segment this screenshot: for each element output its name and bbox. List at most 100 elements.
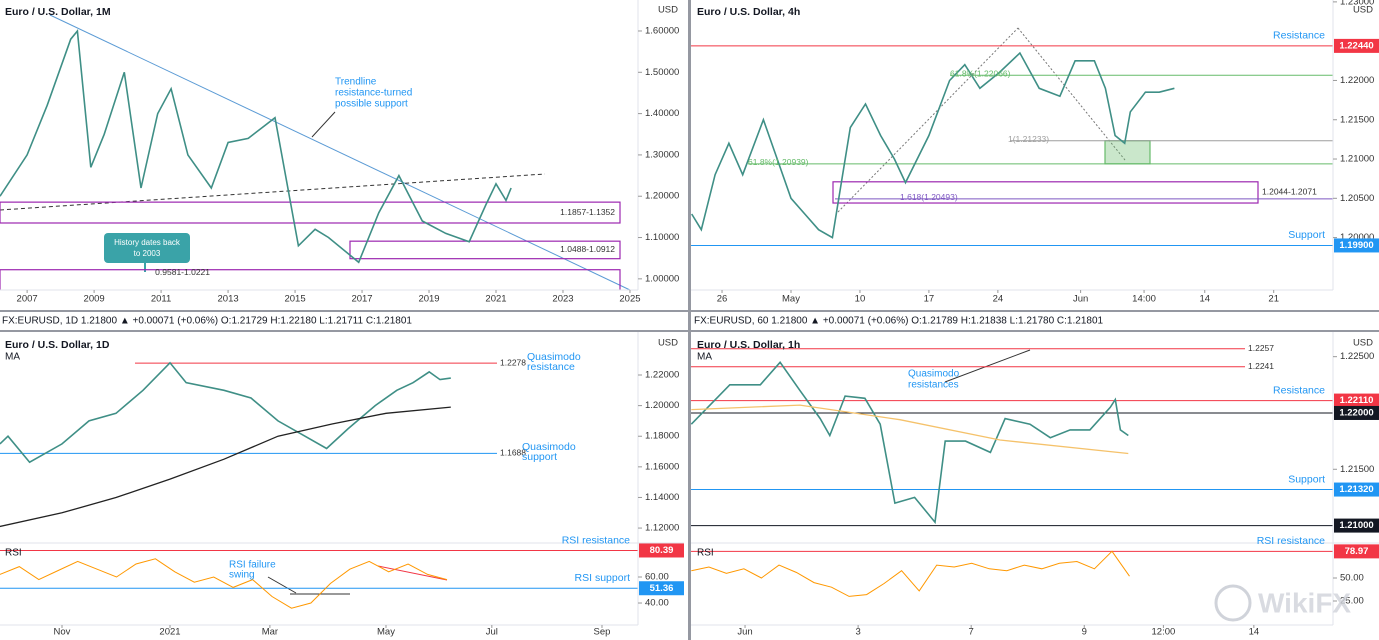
level-label: Resistance: [1273, 30, 1325, 42]
y-tick-label: 1.50000: [645, 67, 679, 78]
divergence-line: [377, 565, 448, 581]
y-tick-label: 1.20500: [1340, 193, 1374, 204]
axis-unit: USD: [1353, 338, 1373, 349]
panel-divider: [688, 0, 691, 640]
fib-leg: [1017, 27, 1126, 161]
level-label: RSI resistance: [1257, 535, 1325, 547]
y-tick-label: 1.60000: [645, 25, 679, 36]
annotation: RSI failure: [229, 560, 276, 571]
axis-unit: USD: [658, 5, 678, 16]
x-tick-label: 2011: [151, 294, 171, 305]
price-tag-label: 1.22000: [1339, 407, 1373, 418]
y-tick-label: 40.00: [645, 598, 669, 609]
rsi-label: RSI: [5, 548, 22, 559]
chart-title: Euro / U.S. Dollar, 1D: [5, 339, 110, 351]
x-tick-label: 2021: [159, 627, 180, 638]
price-line: [691, 51, 1175, 239]
x-tick-label: 14: [1249, 627, 1260, 638]
level-note: 1.618(1.20493): [900, 192, 958, 202]
level-label: resistance: [527, 361, 575, 373]
x-tick-label: 12:00: [1152, 627, 1176, 638]
level-note: 1.2278: [500, 357, 526, 367]
x-tick-label: 10: [855, 294, 866, 305]
price-tag: [1334, 238, 1379, 253]
level-label: Quasimodo: [522, 441, 576, 453]
price-tag: [1334, 393, 1379, 408]
zone: [832, 181, 1259, 204]
symbol-header: FX:EURUSD, 60 1.21800 ▲ +0.00071 (+0.06%…: [694, 316, 1104, 327]
symbol-header: FX:EURUSD, 1D 1.21800 ▲ +0.00071 (+0.06%…: [2, 316, 412, 327]
x-tick-label: May: [377, 627, 395, 638]
zone-label: 0.9581-1.0221: [155, 267, 210, 277]
axis-unit: USD: [658, 338, 678, 349]
price-tag: [1334, 482, 1379, 497]
price-tag: [639, 581, 684, 596]
y-tick-label: 1.40000: [645, 108, 679, 119]
y-tick-label: 1.23000: [1340, 0, 1374, 7]
level-note: 61.8%(1.22066): [950, 69, 1011, 79]
price-tag: [639, 543, 684, 558]
arrow: [267, 576, 297, 594]
x-tick-label: May: [782, 294, 800, 305]
fib-leg: [837, 27, 1019, 213]
y-tick-label: 1.00000: [645, 273, 679, 284]
price-tag-label: 51.36: [650, 583, 674, 594]
y-tick-label: 1.20000: [1340, 232, 1374, 243]
chart-title: Euro / U.S. Dollar, 1M: [5, 6, 111, 18]
price-line: [691, 361, 1129, 525]
level-note: 1(1.21233): [1008, 134, 1049, 144]
x-tick-label: 2019: [418, 294, 439, 305]
price-tag-label: 1.21320: [1339, 484, 1373, 495]
annotation: swing: [229, 570, 255, 581]
price-line: [0, 406, 451, 528]
level-note: 61.8%(1.20939): [748, 157, 809, 167]
watermark: WikiFX: [1258, 587, 1351, 618]
price-tag-label: 1.21000: [1339, 520, 1373, 531]
x-tick-label: 2025: [619, 294, 640, 305]
y-tick-label: 1.30000: [645, 149, 679, 160]
plot-area: [0, 28, 621, 290]
zone: [0, 201, 621, 224]
y-tick-label: 1.21000: [1340, 154, 1374, 165]
y-tick-label: 1.21500: [1340, 114, 1374, 125]
level-label: RSI resistance: [562, 534, 630, 546]
chart-title: Euro / U.S. Dollar, 4h: [697, 6, 800, 18]
level-note: 1.2241: [1248, 361, 1274, 371]
level-label: Support: [1288, 473, 1325, 485]
price-tag-label: 78.97: [1345, 546, 1369, 557]
zone: [1104, 140, 1151, 165]
y-tick-label: 1.20000: [645, 400, 679, 411]
level-label: Quasimodo: [527, 351, 581, 363]
y-tick-label: 1.21500: [1340, 464, 1374, 475]
y-tick-label: 1.16000: [645, 461, 679, 472]
x-tick-label: 7: [969, 627, 974, 638]
x-tick-label: 26: [717, 294, 728, 305]
level-label: Resistance: [1273, 384, 1325, 396]
x-tick-label: 14: [1199, 294, 1210, 305]
annotation: Trendline: [335, 77, 377, 88]
x-tick-label: 2015: [284, 294, 305, 305]
price-tag-label: 1.19900: [1339, 240, 1373, 251]
rsi-line: [691, 550, 1130, 597]
price-tag: [1334, 544, 1379, 559]
chart-title: Euro / U.S. Dollar, 1h: [697, 339, 800, 351]
watermark-logo: [1214, 584, 1252, 622]
price-line: [0, 361, 451, 464]
annotation: to 2003: [134, 249, 161, 258]
price-tag: [1334, 518, 1379, 533]
price-tag: [1334, 405, 1379, 420]
y-tick-label: 1.22500: [1340, 351, 1374, 362]
x-tick-label: Nov: [54, 627, 71, 638]
y-tick-label: 1.10000: [645, 232, 679, 243]
callout-box: [104, 233, 190, 263]
arrow: [311, 111, 336, 138]
y-tick-label: 1.14000: [645, 492, 679, 503]
x-tick-label: 17: [924, 294, 935, 305]
zone-label: 1.1857-1.1352: [560, 207, 615, 217]
level-label: support: [522, 451, 557, 463]
y-tick-label: 60.00: [645, 572, 669, 583]
y-tick-label: 1.12000: [645, 523, 679, 534]
x-tick-label: 24: [993, 294, 1004, 305]
trendline-dashed: [0, 173, 546, 211]
